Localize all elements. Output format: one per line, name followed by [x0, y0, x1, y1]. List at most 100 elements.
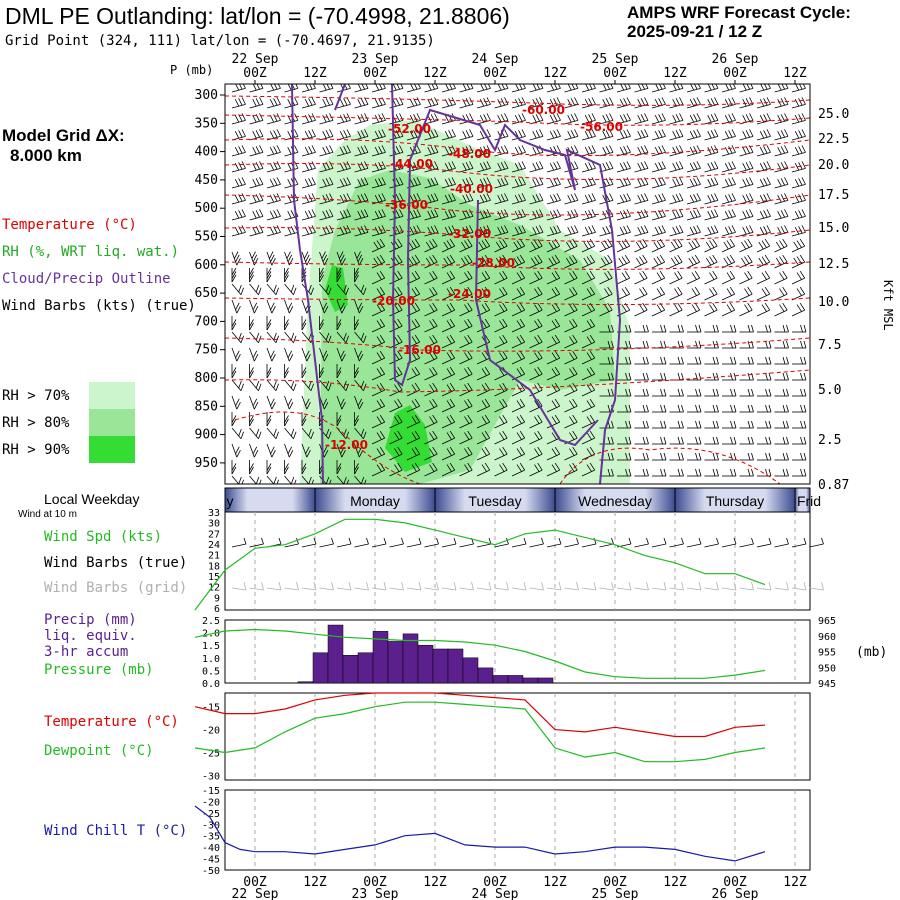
wind-barb-flag [586, 256, 592, 264]
wind-barb [441, 341, 455, 349]
wind-barb-flag [689, 147, 695, 155]
wind-barb-flag [394, 448, 400, 456]
wind-barb-flag [381, 209, 386, 217]
temp-contour [225, 95, 810, 106]
wind-barb-flag [518, 130, 523, 138]
wind-barb-flag [794, 131, 800, 139]
wind-barb-flag [819, 209, 823, 216]
wind-barb-flag [569, 416, 575, 424]
wind-barb-flag [551, 304, 557, 312]
wind-barb-flag [802, 84, 806, 89]
wind-barb-flag [586, 432, 592, 440]
wind-barb-flag [628, 436, 632, 445]
wind-barb-flag [818, 271, 823, 278]
legend-temperature: Temperature (°C) [2, 217, 137, 233]
wind-barb-flag [484, 238, 491, 247]
grid-wind-barb-flag [733, 581, 737, 591]
wind-barb-flag [628, 372, 632, 381]
wind-barb-flag [712, 468, 716, 477]
y-tick-label: 0.5 [202, 666, 220, 677]
wind-barb-flag [357, 211, 362, 219]
wind-barb-flag [588, 130, 593, 138]
wind-barb-flag [637, 115, 642, 123]
wind-barb-flag [301, 463, 307, 471]
wind-barb-flag [767, 84, 771, 89]
wind-barb-flag [626, 113, 631, 121]
grid-wind-barb-flag [751, 581, 754, 591]
wind-barb-flag [584, 179, 590, 187]
wind-barb-flag [449, 382, 456, 391]
wind-barb [406, 421, 420, 429]
wind-barb-flag [376, 256, 382, 264]
wind-barb-flag [497, 227, 502, 235]
bottom-date-label: 23 Sep [352, 887, 399, 900]
wind-barb-flag [751, 356, 754, 365]
wind-barb-flag [519, 366, 526, 375]
wind-barb-flag [539, 161, 544, 169]
wind-barb-flag [374, 131, 380, 139]
wind-barb-flag [446, 272, 452, 280]
wind-barb-flag [532, 179, 537, 187]
wind-barb-flag [354, 322, 359, 331]
surface-wind-barb-flag [716, 537, 719, 545]
wind-barb-flag [779, 272, 785, 280]
wind-barb-flag [672, 115, 677, 123]
wind-barb-flag [464, 368, 470, 376]
grid-wind-barb-flag [523, 581, 527, 591]
wind-barb-flag [653, 257, 659, 266]
pressure-tick-label: 400 [195, 145, 218, 160]
wind-barb-flag [288, 257, 294, 266]
wind-barb-flag [238, 332, 242, 341]
wind-barb-flag [602, 163, 607, 171]
wind-barb-flag [434, 193, 439, 201]
wind-barb-flag [729, 84, 733, 90]
wind-barb-flag [481, 400, 487, 408]
wind-barb-flag [497, 179, 502, 187]
wind-barb-flag [376, 464, 382, 472]
wind-barb-flag [448, 162, 453, 170]
wind-barb-flag [605, 130, 610, 138]
wind-barb-flag [399, 145, 404, 153]
wind-barb-flag [521, 113, 526, 121]
wind-barb-flag [467, 382, 473, 391]
wind-barb-flag [519, 302, 526, 311]
wind-barb-flag [328, 383, 332, 391]
wind-barb-flag [484, 318, 491, 327]
surface-wind-barb [354, 543, 369, 548]
wind-barb-flag [799, 286, 806, 295]
wind-barb-flag [786, 452, 789, 461]
wind-barb-flag [514, 227, 520, 235]
wind-barb-flag [365, 84, 369, 89]
wind-barb-flag [780, 178, 785, 186]
wind-barb-flag [397, 302, 403, 311]
wind-barb-flag [266, 418, 272, 427]
wind-barb-flag [584, 211, 590, 219]
top-time-tick-label: 00Z [483, 66, 507, 81]
wind-barb [441, 309, 455, 317]
wind-barb-flag [339, 115, 345, 123]
wind-barb-flag [800, 388, 803, 397]
legend-dewpoint: Dewpoint (°C) [44, 743, 154, 759]
wind-barb [494, 293, 508, 301]
wind-barb-flag [374, 99, 380, 107]
wind-barb [249, 395, 255, 410]
wind-barb-flag [646, 388, 649, 397]
wind-barb-flag [766, 193, 771, 201]
wind-barb-flag [733, 388, 737, 397]
temperature-contour-label: -20.00 [372, 294, 415, 308]
wind-barb-flag [294, 177, 299, 185]
wind-barb-flag [358, 353, 364, 362]
wind-barb-flag [553, 226, 558, 234]
wind-barb-flag [696, 177, 701, 185]
wind-barb-flag [627, 84, 631, 89]
wind-barb-flag [539, 129, 544, 137]
model-grid-value: 8.000 km [10, 146, 82, 165]
wind-barb-flag [411, 336, 417, 344]
wind-barb-flag [729, 238, 736, 247]
wind-barb-flag [556, 209, 561, 217]
wind-barb-flag [266, 267, 272, 276]
wind-barb-flag [464, 400, 470, 408]
wind-barb-flag [378, 130, 383, 138]
wind-barb-flag [816, 210, 820, 217]
wind-barb-flag [751, 420, 754, 429]
